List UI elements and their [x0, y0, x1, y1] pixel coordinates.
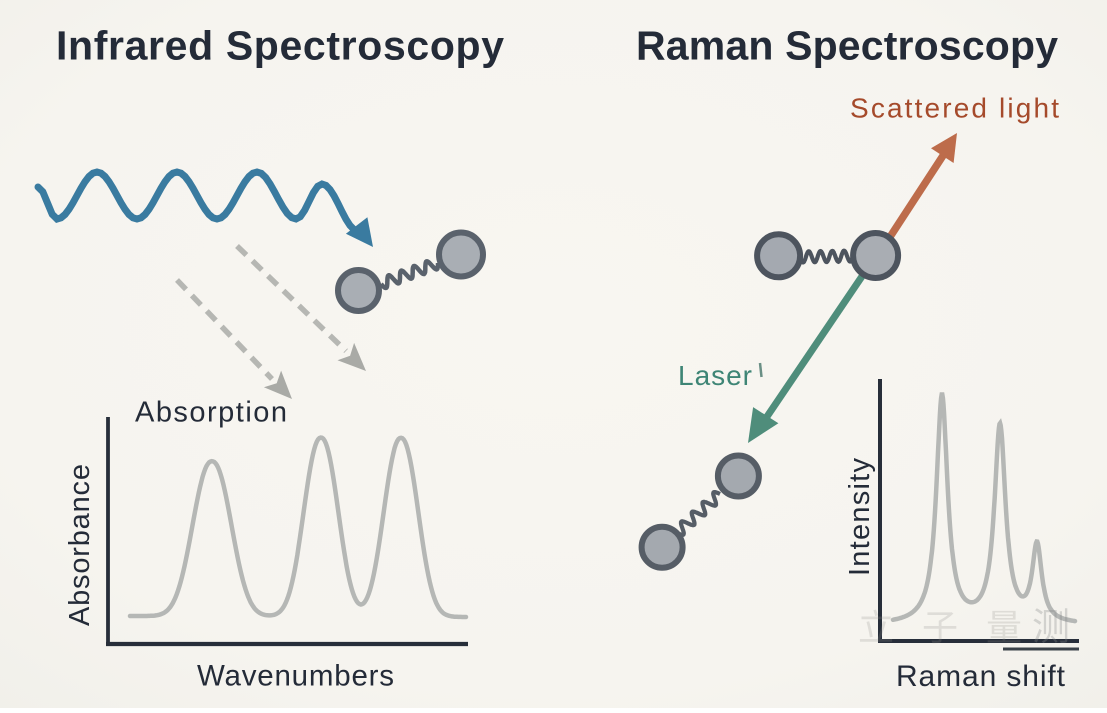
svg-text:Intensity: Intensity	[844, 458, 876, 577]
svg-text:Absorbance: Absorbance	[64, 464, 96, 626]
svg-text:Infrared Spectroscopy: Infrared Spectroscopy	[56, 23, 504, 69]
svg-text:Raman shift: Raman shift	[896, 660, 1066, 693]
svg-text:Wavenumbers: Wavenumbers	[197, 660, 394, 693]
svg-text:立子量: 立子量	[858, 607, 1050, 648]
svg-text:Scattered light: Scattered light	[850, 93, 1059, 124]
svg-text:测: 测	[1032, 607, 1070, 649]
svg-text:Raman Spectroscopy: Raman Spectroscopy	[636, 23, 1058, 69]
svg-text:Laser: Laser	[678, 360, 752, 391]
svg-text:Absorption: Absorption	[135, 397, 287, 429]
